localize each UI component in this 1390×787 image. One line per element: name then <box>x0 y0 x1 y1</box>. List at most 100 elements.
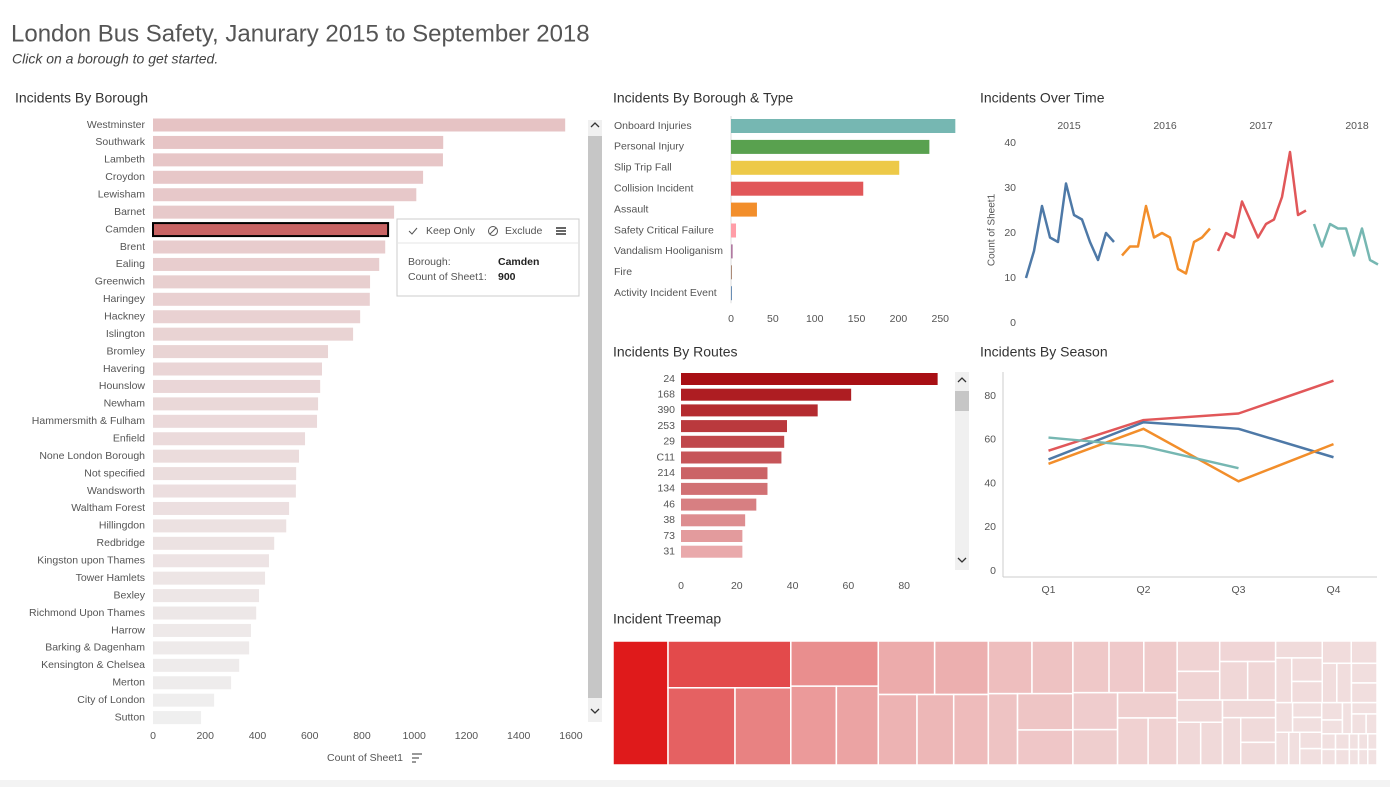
treemap-cell <box>933 640 990 696</box>
bar <box>153 135 444 149</box>
treemap-cell <box>734 687 792 766</box>
category-label: Redbridge <box>97 537 146 549</box>
category-label: Lambeth <box>104 154 145 166</box>
scrollbar[interactable] <box>588 120 602 722</box>
treemap-cell <box>1176 670 1221 701</box>
treemap-cell <box>1350 640 1378 665</box>
treemap-cell <box>790 640 880 687</box>
bar <box>681 482 768 495</box>
panel-header: 2015 <box>1057 120 1081 132</box>
bar <box>153 292 370 306</box>
y-tick-label: 60 <box>984 434 996 446</box>
table-icon[interactable] <box>556 227 566 235</box>
bar <box>153 310 361 324</box>
chart-title: Incidents By Borough & Type <box>613 90 794 106</box>
x-tick-label: 800 <box>353 730 371 742</box>
chart-title: Incidents By Season <box>980 344 1108 360</box>
x-tick-label: 1200 <box>455 730 479 742</box>
chart-title: Incidents By Borough <box>15 90 148 106</box>
bar <box>153 641 250 655</box>
treemap-cell <box>1367 748 1378 766</box>
plot: 24 168 390 253 29 C11 214 134 46 38 73 31 <box>657 373 938 558</box>
treemap-cell <box>987 692 1019 766</box>
y-axis-label: Count of Sheet1 <box>987 193 998 266</box>
x-tick-label: Q2 <box>1136 584 1150 596</box>
treemap-cell <box>1320 701 1344 721</box>
bar <box>731 119 956 133</box>
x-tick-label: 1600 <box>559 730 583 742</box>
y-tick-label: 10 <box>1004 272 1016 284</box>
bar <box>153 432 306 446</box>
treemap-cell <box>1367 733 1378 751</box>
treemap-cell <box>1246 660 1277 701</box>
category-label: Southwark <box>95 136 145 148</box>
category-label: Haringey <box>103 293 146 305</box>
treemap-cell <box>1291 716 1323 734</box>
treemap-cell <box>877 693 918 766</box>
category-label: 31 <box>663 545 675 557</box>
treemap-cell <box>1239 741 1277 766</box>
category-label: Vandalism Hooliganism <box>614 245 723 257</box>
bar <box>681 420 787 433</box>
tooltip-field: Borough: <box>408 256 451 268</box>
y-tick-label: 40 <box>1004 137 1016 149</box>
bar <box>153 571 266 585</box>
treemap-cell <box>1031 640 1074 695</box>
treemap-cell <box>1348 733 1360 751</box>
category-label: Activity Incident Event <box>614 287 717 299</box>
bar <box>153 467 297 481</box>
tooltip-action[interactable]: Exclude <box>505 225 543 237</box>
treemap-cell <box>1072 728 1119 766</box>
bar <box>681 514 746 527</box>
y-tick-label: 20 <box>984 521 996 533</box>
line <box>1048 427 1334 483</box>
y-tick-label: 80 <box>984 390 996 402</box>
bar <box>153 589 260 603</box>
x-tick-label: 1400 <box>507 730 531 742</box>
scrollbar[interactable] <box>955 372 969 570</box>
treemap-cell <box>1239 716 1277 744</box>
category-label: Barking & Dagenham <box>45 642 145 654</box>
treemap-cell <box>1357 733 1369 751</box>
category-label: Hillingdon <box>99 520 145 532</box>
treemap-cell <box>667 687 736 766</box>
treemap-cell <box>1321 662 1338 704</box>
tooltip-action[interactable]: Keep Only <box>426 225 476 237</box>
bar <box>153 397 319 411</box>
line <box>1048 379 1334 452</box>
x-tick-label: 20 <box>731 580 743 592</box>
exclude-icon <box>488 226 498 236</box>
bar <box>731 223 737 238</box>
treemap-cell <box>1274 640 1323 659</box>
bar <box>153 327 354 341</box>
category-label: Personal Injury <box>614 141 685 153</box>
treemap-cell <box>1299 747 1323 766</box>
sort-icon[interactable] <box>412 753 422 763</box>
treemap-cell <box>1334 733 1351 751</box>
line <box>1121 204 1211 275</box>
treemap-cell <box>1336 662 1353 704</box>
treemap-cell <box>1116 691 1178 719</box>
treemap-cell <box>1357 748 1369 766</box>
category-label: Greenwich <box>95 276 145 288</box>
category-label: Collision Incident <box>614 182 693 194</box>
bar <box>153 240 386 254</box>
category-label: Ealing <box>116 258 145 270</box>
treemap-cell <box>790 685 838 766</box>
bar <box>153 170 424 184</box>
bar <box>731 286 732 301</box>
category-label: Slip Trip Fall <box>614 162 672 174</box>
treemap-cell <box>1072 640 1110 694</box>
bar <box>681 530 743 542</box>
treemap-cell <box>1320 719 1344 735</box>
category-label: City of London <box>77 694 145 706</box>
category-label: 46 <box>663 498 675 510</box>
bar <box>153 414 318 428</box>
category-label: Tower Hamlets <box>76 572 145 584</box>
category-label: Camden <box>105 223 145 235</box>
category-label: Havering <box>103 363 145 375</box>
bar <box>731 139 930 154</box>
bar <box>153 623 251 637</box>
x-tick-label: 200 <box>890 313 908 325</box>
